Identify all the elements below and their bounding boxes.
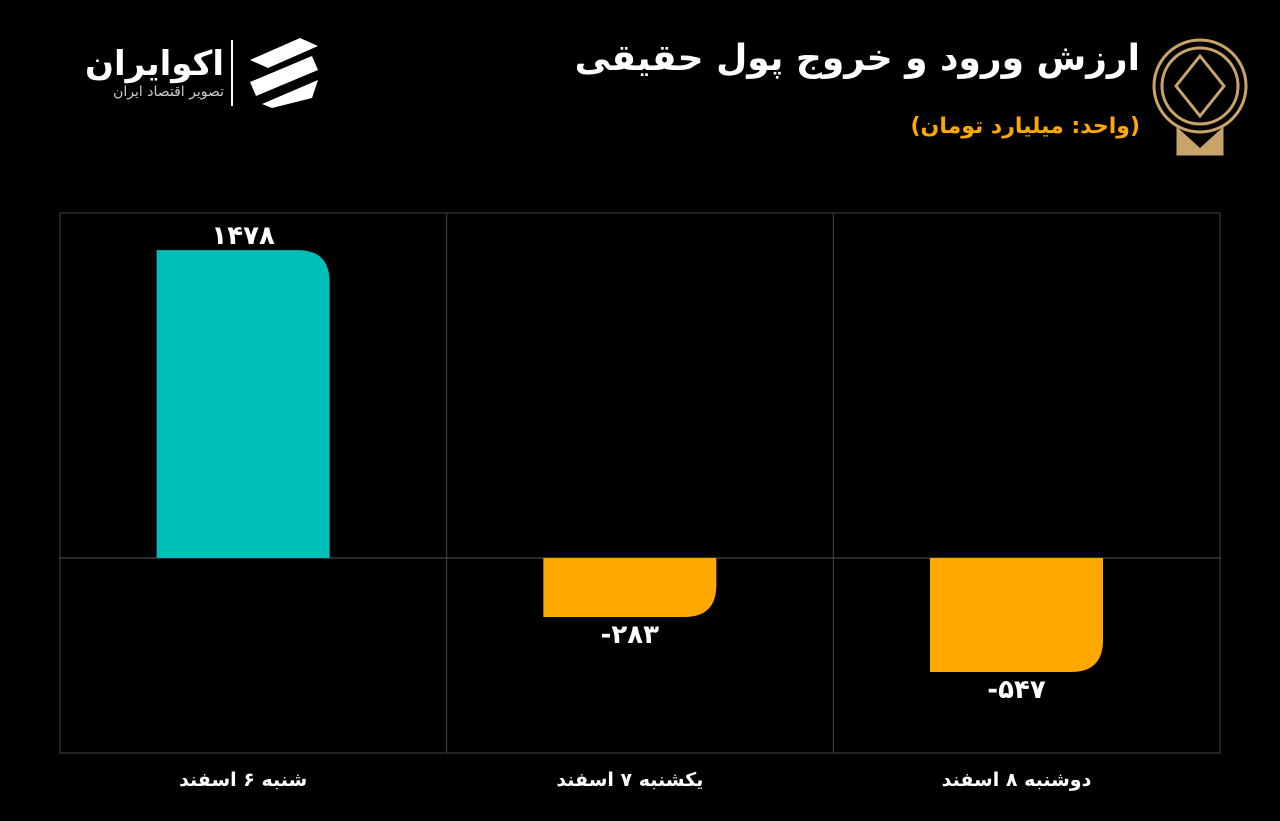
x-tick-label: یکشنبه ۷ اسفند xyxy=(556,769,703,791)
plot-frame xyxy=(59,212,1221,754)
chart-title: ارزش ورود و خروج پول حقیقی xyxy=(574,38,1140,79)
brand: اکوایران تصویر اقتصاد ایران xyxy=(64,44,224,100)
bar xyxy=(543,558,717,617)
bar xyxy=(156,250,330,559)
value-label: -۲۸۳ xyxy=(601,620,660,650)
brand-name: اکوایران xyxy=(85,44,224,84)
x-tick-label: شنبه ۶ اسفند xyxy=(179,769,307,791)
exchange-logo xyxy=(1152,38,1248,156)
brand-tagline: تصویر اقتصاد ایران xyxy=(113,84,224,100)
value-label: ۱۴۷۸ xyxy=(211,221,275,251)
bar xyxy=(930,558,1103,672)
chart-subtitle: (واحد: میلیارد تومان) xyxy=(910,114,1141,139)
x-tick-label: دوشنبه ۸ اسفند xyxy=(942,769,1092,791)
brand-icon xyxy=(250,38,318,108)
value-label: -۵۴۷ xyxy=(987,675,1046,705)
